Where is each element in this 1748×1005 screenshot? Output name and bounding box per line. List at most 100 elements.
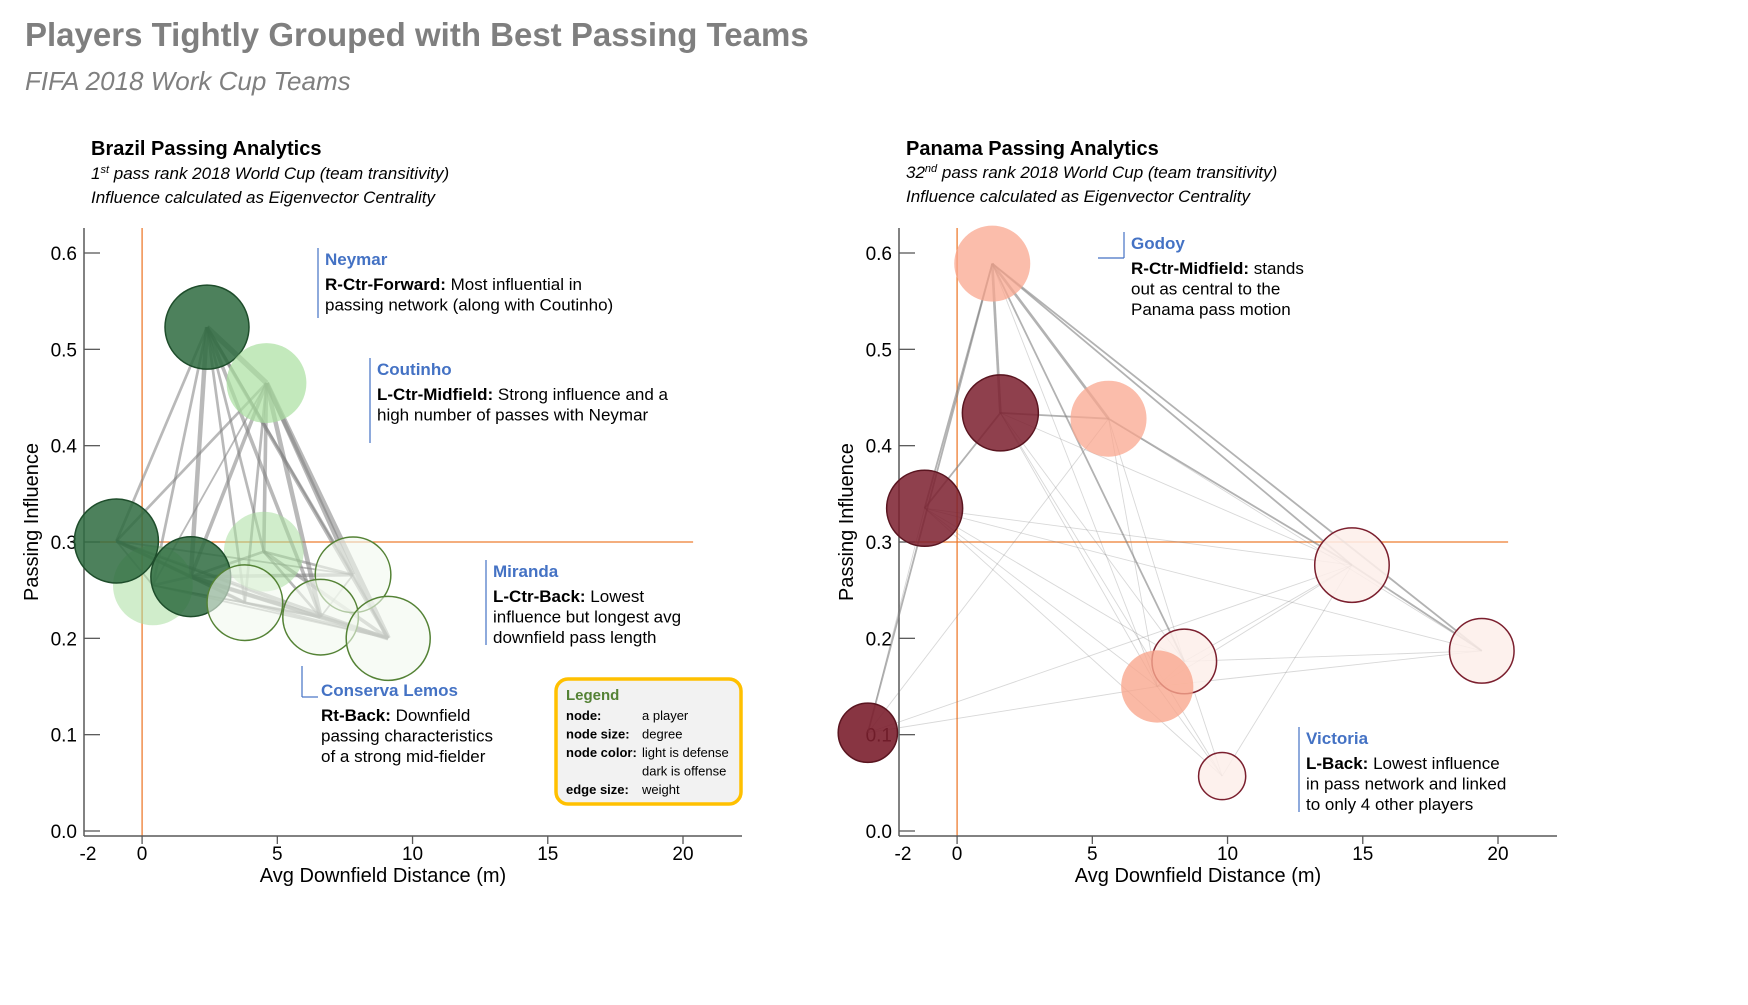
network-edge (151, 326, 209, 586)
annotation-text: R-Ctr-Midfield: stands (1131, 259, 1304, 278)
network-edge (867, 418, 1109, 734)
network-edge (1000, 412, 1185, 662)
legend-title: Legend (566, 687, 619, 704)
network-edge (924, 507, 1482, 652)
player-node (1070, 380, 1147, 457)
legend-value: light is defense (642, 745, 729, 760)
panel-subtitle-line: 32nd pass rank 2018 World Cup (team tran… (906, 163, 1277, 182)
player-node (73, 498, 160, 584)
x-tick-label: 5 (1087, 844, 1098, 865)
x-axis-label: Avg Downfield Distance (m) (260, 865, 506, 887)
y-tick-label: 0.5 (866, 340, 892, 361)
annotation-text: downfield pass length (493, 628, 657, 647)
network-edge (1108, 417, 1353, 566)
player-node (961, 374, 1040, 452)
network-edge (924, 507, 1185, 662)
network-edge (1221, 564, 1353, 777)
annotation-text: Rt-Back: Downfield (321, 706, 470, 725)
annotation-text: passing characteristics (321, 727, 493, 746)
annotation-player-name: Godoy (1131, 234, 1185, 253)
player-node (1197, 751, 1247, 801)
y-tick-label: 0.2 (866, 629, 892, 650)
annotation: Godoy R-Ctr-Midfield: stands out as centra… (1098, 232, 1304, 319)
annotation-text: influence but longest avg (493, 608, 681, 627)
legend-key: node: (566, 708, 601, 723)
y-tick-label: 0.0 (866, 822, 892, 843)
panel-subtitle-line: 1st pass rank 2018 World Cup (team trans… (91, 164, 449, 183)
x-tick-label: 0 (137, 844, 148, 865)
annotation-text: out as central to the (1131, 280, 1280, 299)
network-edge (999, 412, 1223, 777)
player-node (226, 343, 307, 423)
y-tick-label: 0.6 (866, 244, 892, 265)
annotation-text: in pass network and linked (1306, 775, 1506, 794)
annotation-text: to only 4 other players (1306, 795, 1473, 814)
x-tick-label: 20 (672, 844, 693, 865)
legend-key: node size: (566, 727, 630, 742)
x-tick-label: 15 (1352, 844, 1373, 865)
annotation-text: high number of passes with Neymar (377, 406, 649, 425)
annotation: Coutinho L-Ctr-Midfield: Strong influence… (369, 358, 669, 443)
legend-key: edge size: (566, 782, 629, 797)
player-node (164, 284, 250, 370)
y-axis-label: Passing Influence (21, 443, 43, 601)
annotation-text: L-Back: Lowest influence (1306, 754, 1500, 773)
player-node (206, 564, 284, 642)
network-edge (924, 507, 1158, 687)
y-axis-label: Passing Influence (836, 443, 858, 601)
x-tick-label: -2 (80, 844, 97, 865)
player-node (885, 469, 964, 548)
page-title: Players Tightly Grouped with Best Passin… (25, 16, 809, 53)
network-edge (1157, 650, 1482, 687)
chart-panel-1: Brazil Passing Analytics 1st pass rank 20… (21, 138, 742, 887)
network-edge (1000, 412, 1353, 566)
annotation-text: of a strong mid-fielder (321, 747, 486, 766)
y-tick-label: 0.1 (51, 726, 77, 747)
annotation: Miranda L-Ctr-Back: Lowest influence but l… (485, 560, 681, 647)
annotation-player-name: Coutinho (377, 360, 452, 379)
panel-subtitle-line: Influence calculated as Eigenvector Cent… (906, 187, 1251, 206)
y-tick-label: 0.4 (866, 437, 893, 458)
y-tick-label: 0.4 (51, 437, 78, 458)
network-edge (867, 686, 1158, 734)
player-node (1313, 527, 1390, 604)
panel-subtitle-line: Influence calculated as Eigenvector Cent… (91, 188, 436, 207)
annotation-text: passing network (along with Coutinho) (325, 296, 613, 315)
network-edge (1108, 418, 1185, 662)
annotation-player-name: Conserva Lemos (321, 681, 458, 700)
network-edge (264, 382, 323, 618)
player-node (345, 595, 431, 682)
network-edge (1108, 418, 1158, 687)
annotation-text: L-Ctr-Back: Lowest (493, 587, 644, 606)
y-tick-label: 0.5 (51, 340, 77, 361)
network-edge (1108, 418, 1483, 652)
x-tick-label: 10 (1217, 844, 1238, 865)
chart-panel-2: Panama Passing Analytics 32nd pass rank 2… (836, 138, 1557, 887)
network-edge (924, 507, 1353, 566)
x-axis-label: Avg Downfield Distance (m) (1075, 865, 1321, 887)
annotation: Neymar R-Ctr-Forward: Most influential in… (317, 248, 613, 318)
panel-title: Brazil Passing Analytics (91, 138, 321, 160)
y-tick-label: 0.2 (51, 629, 77, 650)
legend-key: node color: (566, 745, 637, 760)
annotation: Conserva Lemos Rt-Back: Downfield passing … (301, 666, 493, 766)
network-edge (924, 507, 1223, 777)
legend-box (554, 677, 743, 806)
player-node (837, 702, 899, 764)
x-tick-label: 15 (537, 844, 558, 865)
network-edge (991, 262, 1483, 652)
annotation-text: Panama pass motion (1131, 300, 1291, 319)
legend: Legend node: a player node size: degree node … (554, 677, 743, 806)
panel-title: Panama Passing Analytics (906, 138, 1159, 160)
y-tick-label: 0.3 (866, 533, 892, 554)
x-tick-label: 10 (402, 844, 423, 865)
legend-value: weight (641, 782, 680, 797)
annotation-text: R-Ctr-Forward: Most influential in (325, 275, 582, 294)
annotation: Victoria L-Back: Lowest influence in pass … (1298, 727, 1506, 814)
legend-value: dark is offense (642, 764, 726, 779)
annotation-player-name: Neymar (325, 250, 388, 269)
x-tick-label: 5 (272, 844, 283, 865)
x-tick-label: -2 (895, 844, 912, 865)
network-edge (991, 263, 1158, 687)
